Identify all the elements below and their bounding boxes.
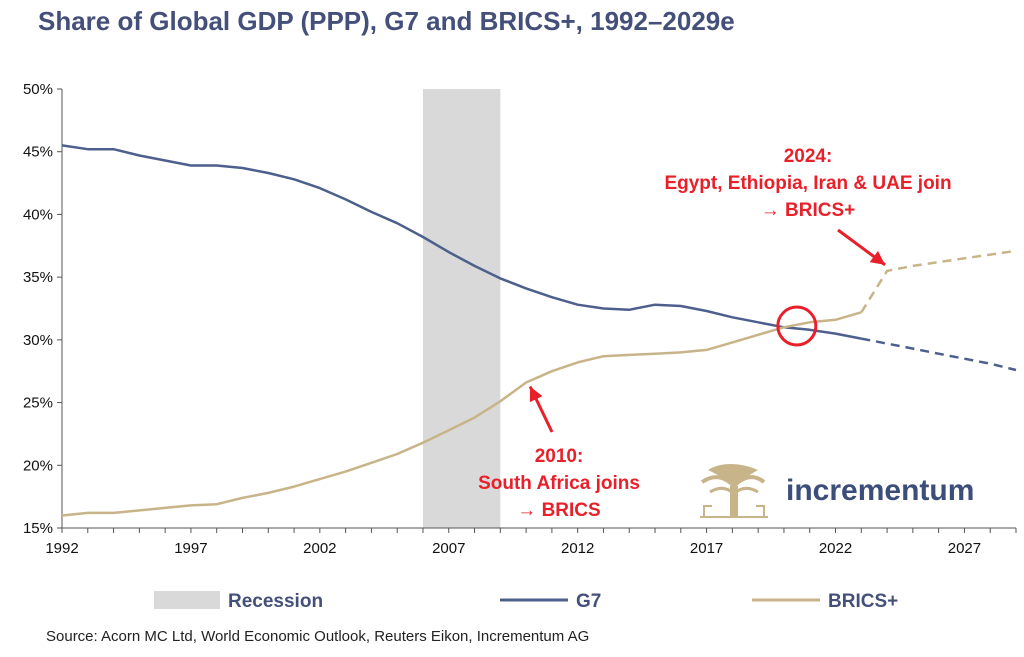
annotation-2024-text: → BRICS+ (761, 200, 856, 221)
annotation-2010-text: → BRICS (517, 500, 600, 521)
y-tick-label: 30% (23, 332, 53, 349)
x-tick-label: 2012 (561, 540, 594, 557)
chart-title: Share of Global GDP (PPP), G7 and BRICS+… (38, 6, 735, 36)
annotation-2010-text: 2010: (535, 446, 584, 467)
x-tick-label: 1992 (45, 540, 78, 557)
legend: Recession G7 BRICS+ (154, 591, 898, 612)
series-line-g7-estimate (861, 337, 1017, 372)
series-line-brics (61, 311, 862, 517)
legend-label-brics: BRICS+ (828, 591, 898, 612)
y-tick-label: 40% (23, 206, 53, 223)
y-tick-label: 35% (23, 269, 53, 286)
y-tick-label: 15% (23, 520, 53, 537)
incrementum-tree-icon (700, 464, 768, 518)
series-line-g7 (61, 144, 862, 340)
x-tick-label: 2002 (303, 540, 336, 557)
x-tick-label: 2017 (690, 540, 723, 557)
y-tick-label: 50% (23, 81, 53, 98)
annotation-2010-text: South Africa joins (478, 473, 640, 494)
legend-swatch-recession (154, 591, 220, 609)
annotation-2024-text: 2024: (784, 146, 833, 167)
series-line-brics-estimate (860, 249, 1017, 313)
source-note: Source: Acorn MC Ltd, World Economic Out… (46, 628, 590, 645)
annotation-layer: 2024: Egypt, Ethiopia, Iran & UAE join → B… (478, 146, 952, 521)
y-tick-label: 25% (23, 395, 53, 412)
x-tick-label: 2027 (948, 540, 981, 557)
recession-band (422, 89, 501, 528)
y-tick-label: 20% (23, 457, 53, 474)
x-tick-label: 1997 (174, 540, 207, 557)
annotation-2024-arrow-head (869, 250, 886, 265)
recession-layer (422, 89, 501, 528)
crossover-highlight-circle (776, 305, 818, 347)
legend-label-recession: Recession (228, 591, 323, 612)
annotation-2010-arrow-head (529, 386, 543, 403)
annotation-2024-text: Egypt, Ethiopia, Iran & UAE join (664, 173, 951, 194)
series-layer (61, 144, 1017, 517)
y-tick-label: 45% (23, 144, 53, 161)
x-tick-label: 2007 (432, 540, 465, 557)
incrementum-logo-text: incrementum (786, 474, 974, 507)
x-tick-label: 2022 (819, 540, 852, 557)
legend-label-g7: G7 (576, 591, 601, 612)
axes-layer: 15% 20% 25% 30% 35% 40% 45% 50% 1992 1997 2002 2007… (23, 81, 1017, 557)
